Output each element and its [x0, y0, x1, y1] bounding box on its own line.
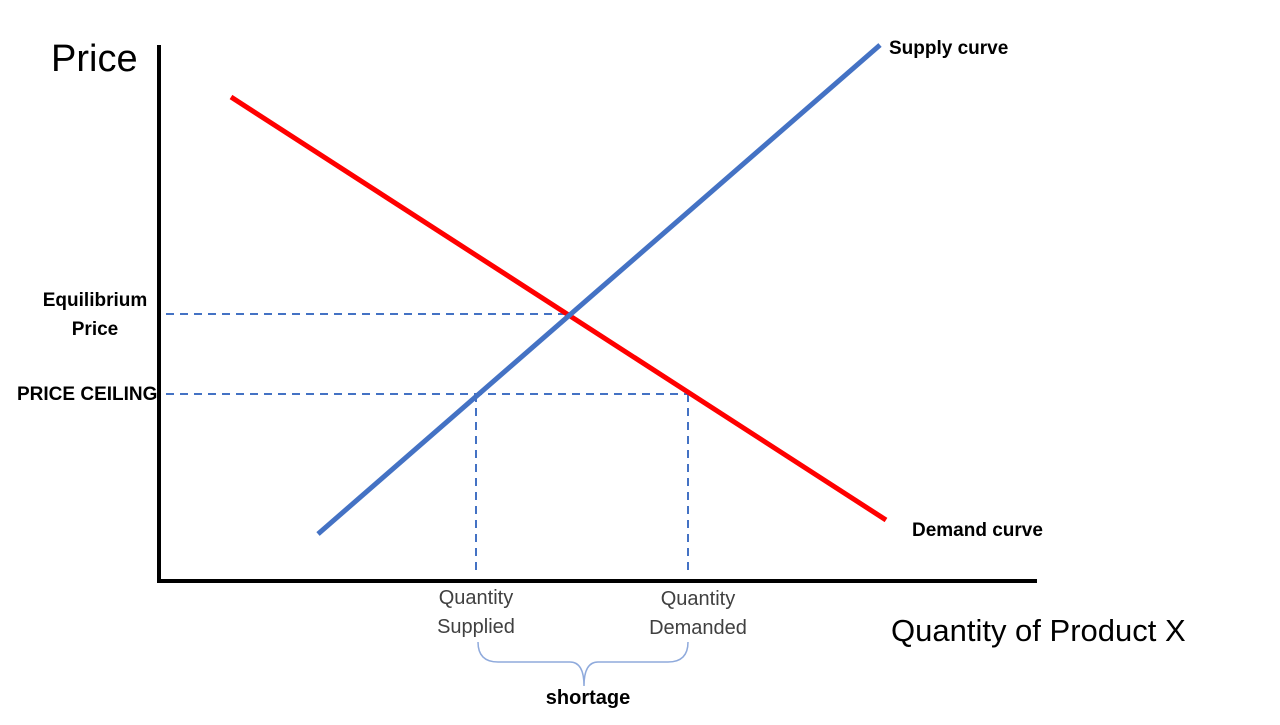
equilibrium-price-label-line2: Price: [72, 319, 118, 340]
quantity-supplied-label-line1: Quantity: [439, 587, 513, 609]
shortage-label: shortage: [546, 687, 630, 709]
supply-curve-label: Supply curve: [889, 38, 1008, 59]
supply-curve: [316, 43, 882, 536]
y-axis-title: Price: [51, 38, 138, 80]
price-ceiling-label: PRICE CEILING: [17, 384, 157, 405]
shortage-brace: [477, 641, 689, 687]
equilibrium-price-label-line1: Equilibrium: [43, 290, 148, 311]
quantity-demanded-label-line1: Quantity: [661, 588, 735, 610]
quantity-demanded-label-line2: Demanded: [649, 617, 747, 639]
demand-curve: [229, 94, 888, 523]
demand-curve-label: Demand curve: [912, 520, 1043, 541]
quantity-supplied-label-line2: Supplied: [437, 616, 515, 638]
x-axis-title: Quantity of Product X: [891, 613, 1186, 648]
